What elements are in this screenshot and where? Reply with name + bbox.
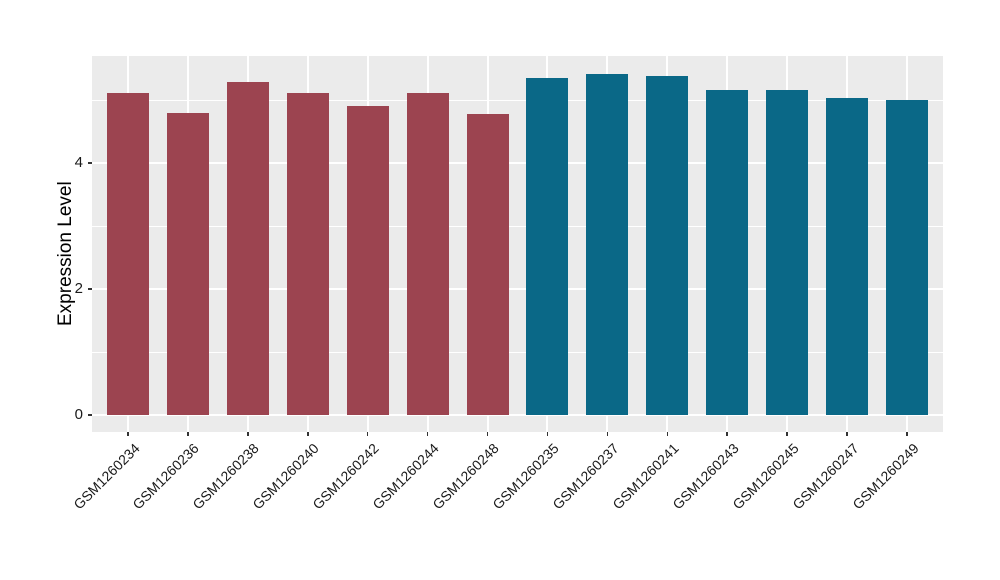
bar-GSM1260236 — [166, 112, 209, 415]
x-tick-mark — [127, 432, 129, 436]
bar-GSM1260235 — [526, 78, 569, 415]
x-tick-mark — [546, 432, 549, 436]
x-tick-mark — [187, 432, 189, 436]
y-tick-mark — [88, 414, 92, 416]
y-tick-mark — [88, 288, 92, 290]
x-tick-mark — [666, 432, 669, 436]
x-tick-mark — [366, 432, 369, 436]
x-tick-mark — [846, 432, 848, 436]
bar-GSM1260234 — [106, 92, 149, 415]
bar-GSM1260241 — [646, 75, 689, 415]
bar-GSM1260237 — [586, 73, 629, 415]
bar-GSM1260243 — [706, 89, 749, 415]
x-tick-mark — [786, 432, 788, 436]
bar-GSM1260244 — [406, 93, 449, 415]
gridline-major-horizontal — [92, 414, 943, 416]
bar-GSM1260242 — [346, 106, 389, 415]
x-tick-mark — [486, 432, 489, 436]
y-tick-mark — [88, 162, 92, 164]
gridline-minor-horizontal — [92, 225, 943, 227]
bar-GSM1260249 — [886, 100, 929, 415]
bar-GSM1260245 — [766, 90, 809, 415]
x-tick-mark — [426, 432, 429, 436]
bar-GSM1260240 — [286, 93, 329, 415]
x-tick-mark — [306, 432, 309, 436]
bar-GSM1260248 — [466, 113, 509, 415]
y-tick-label: 2 — [74, 280, 83, 298]
gridline-major-horizontal — [92, 288, 943, 291]
gridline-minor-horizontal — [92, 351, 943, 353]
x-tick-mark — [906, 432, 908, 436]
y-tick-label: 0 — [74, 406, 83, 423]
gridline-major-horizontal — [92, 162, 943, 165]
bar-GSM1260247 — [826, 97, 869, 415]
bar-GSM1260238 — [226, 82, 269, 415]
x-tick-mark — [247, 432, 249, 436]
y-tick-label: 4 — [74, 154, 83, 172]
gridline-minor-horizontal — [92, 99, 943, 101]
x-tick-mark — [726, 432, 729, 436]
plot-panel — [92, 56, 943, 432]
x-tick-mark — [606, 432, 609, 436]
y-axis-title: Expression Level — [55, 181, 76, 326]
